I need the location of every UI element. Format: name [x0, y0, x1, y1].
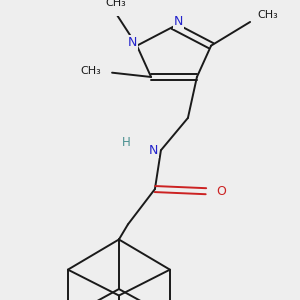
- Text: O: O: [216, 185, 226, 198]
- Text: CH₃: CH₃: [106, 0, 126, 8]
- Text: CH₃: CH₃: [258, 11, 278, 20]
- Text: N: N: [149, 144, 158, 157]
- Text: N: N: [174, 16, 184, 28]
- Text: H: H: [122, 136, 130, 149]
- Text: N: N: [128, 36, 137, 49]
- Text: CH₃: CH₃: [81, 65, 101, 76]
